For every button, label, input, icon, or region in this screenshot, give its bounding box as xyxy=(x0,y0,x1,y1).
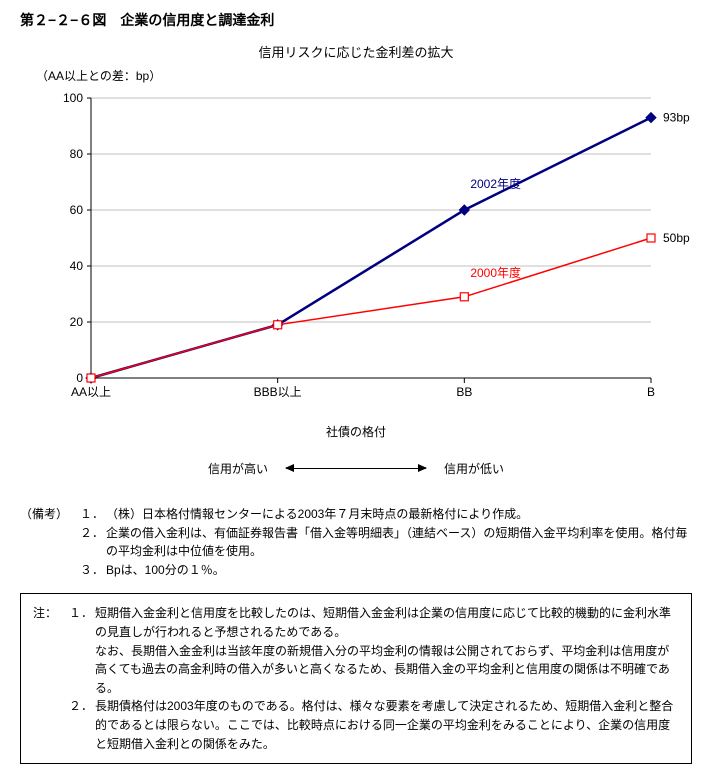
svg-text:80: 80 xyxy=(70,147,84,161)
svg-text:0: 0 xyxy=(76,371,83,385)
credit-spectrum: 信用が高い 信用が低い xyxy=(36,460,676,477)
chart-title: 信用リスクに応じた金利差の拡大 xyxy=(36,42,676,61)
chart-container: 信用リスクに応じた金利差の拡大 （AA以上との差：bp） 0 20 40 60 80 10… xyxy=(36,42,676,477)
svg-text:93bp: 93bp xyxy=(663,111,690,125)
remarks-item-text: 企業の借入金利は、有価証券報告書「借入金等明細表」（連結ベース）の短期借入金平均… xyxy=(106,524,692,561)
spectrum-right-label: 信用が低い xyxy=(444,460,504,477)
remarks-item-text: Bpは、100分の１％。 xyxy=(106,561,225,580)
remarks-item: ３．Bpは、100分の１％。 xyxy=(80,561,692,580)
remarks-item-number: ２． xyxy=(80,524,106,561)
notes-item: ２．長期債格付は2003年度のものである。格付は、様々な要素を考慮して決定される… xyxy=(69,697,679,753)
notes-box: 注： １．短期借入金金利と信用度を比較したのは、短期借入金金利は企業の信用度に応… xyxy=(20,593,692,764)
svg-text:BB: BB xyxy=(456,385,472,399)
spectrum-left-label: 信用が高い xyxy=(208,460,268,477)
svg-text:60: 60 xyxy=(70,203,84,217)
notes-item: １．短期借入金金利と信用度を比較したのは、短期借入金金利は企業の信用度に応じて比… xyxy=(69,604,679,697)
svg-text:40: 40 xyxy=(70,259,84,273)
line-chart: 020406080100AA以上BBB以上BBB2002年度93bp2000年度… xyxy=(36,88,701,408)
remarks-head: （備考） xyxy=(20,505,80,579)
y-axis-label: （AA以上との差：bp） xyxy=(36,67,676,84)
svg-text:2002年度: 2002年度 xyxy=(470,176,521,191)
remarks-item-number: １． xyxy=(80,505,106,524)
svg-text:B: B xyxy=(647,385,655,399)
notes-list: １．短期借入金金利と信用度を比較したのは、短期借入金金利は企業の信用度に応じて比… xyxy=(69,604,679,753)
remarks-list: １．（株）日本格付情報センターによる2003年７月末時点の最新格付により作成。２… xyxy=(80,505,692,579)
notes-head: 注： xyxy=(33,604,69,753)
svg-text:AA以上: AA以上 xyxy=(71,385,111,399)
figure-title: 第２−２−６図 企業の信用度と調達金利 xyxy=(20,10,692,30)
notes-item-text: 短期借入金金利と信用度を比較したのは、短期借入金金利は企業の信用度に応じて比較的… xyxy=(95,604,679,697)
remarks-item-text: （株）日本格付情報センターによる2003年７月末時点の最新格付により作成。 xyxy=(106,505,528,524)
remarks-item: ２．企業の借入金利は、有価証券報告書「借入金等明細表」（連結ベース）の短期借入金… xyxy=(80,524,692,561)
notes-item-number: ２． xyxy=(69,697,95,753)
notes-item-number: １． xyxy=(69,604,95,697)
svg-text:100: 100 xyxy=(63,91,83,105)
svg-text:20: 20 xyxy=(70,315,84,329)
remarks-item-number: ３． xyxy=(80,561,106,580)
notes-item-text: 長期債格付は2003年度のものである。格付は、様々な要素を考慮して決定されるため… xyxy=(95,697,679,753)
svg-text:50bp: 50bp xyxy=(663,231,690,245)
svg-text:2000年度: 2000年度 xyxy=(470,265,521,280)
remarks-item: １．（株）日本格付情報センターによる2003年７月末時点の最新格付により作成。 xyxy=(80,505,692,524)
double-arrow-icon xyxy=(286,468,426,469)
remarks-block: （備考） １．（株）日本格付情報センターによる2003年７月末時点の最新格付によ… xyxy=(20,505,692,579)
svg-text:BBB以上: BBB以上 xyxy=(254,385,302,399)
x-axis-group-title: 社債の格付 xyxy=(36,423,676,440)
